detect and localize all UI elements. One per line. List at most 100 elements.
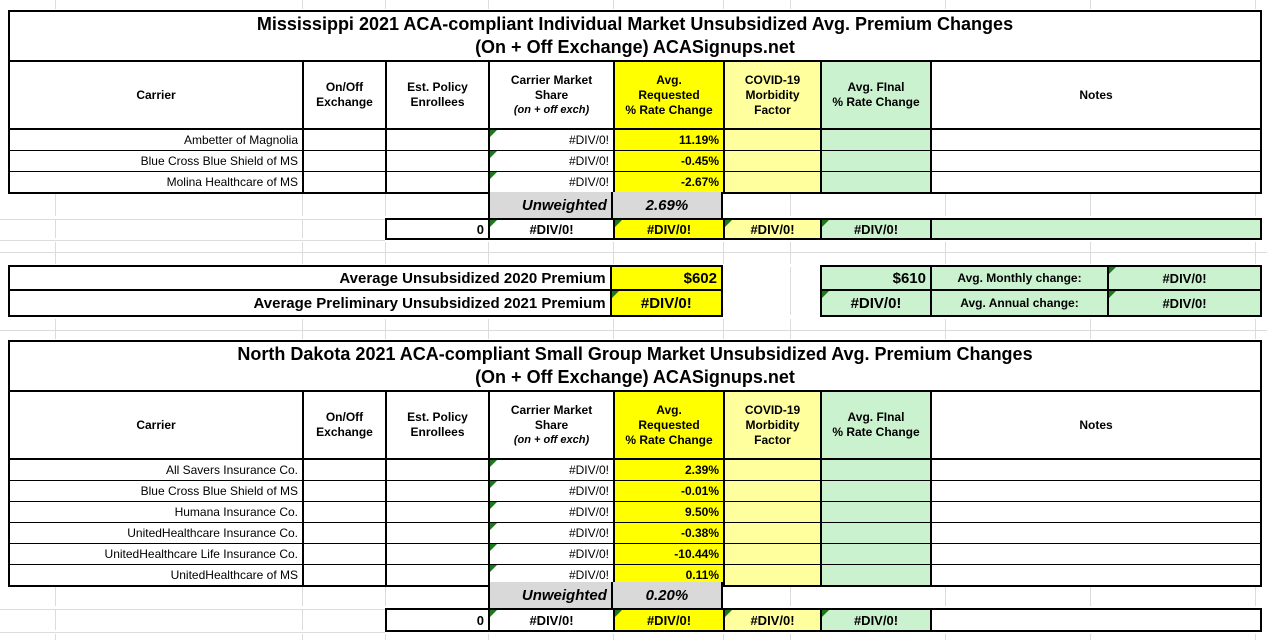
header-avg-final[interactable]: Avg. FInal % Rate Change bbox=[822, 62, 932, 128]
cell-avg-final[interactable] bbox=[822, 502, 932, 522]
cell-avg-final[interactable] bbox=[822, 481, 932, 501]
summary-final-value-cell[interactable]: $610 bbox=[822, 267, 932, 289]
cell-exchange[interactable] bbox=[304, 544, 387, 564]
cell-notes[interactable] bbox=[932, 151, 1260, 171]
cell-carrier[interactable]: UnitedHealthcare Insurance Co. bbox=[10, 523, 304, 543]
cell-avg-requested[interactable]: -0.45% bbox=[615, 151, 725, 171]
cell-avg-requested[interactable]: 11.19% bbox=[615, 130, 725, 150]
cell-enrollees[interactable] bbox=[387, 544, 490, 564]
total-market-share-cell[interactable]: #DIV/0! bbox=[490, 610, 615, 630]
cell-notes[interactable] bbox=[932, 544, 1260, 564]
cell-notes[interactable] bbox=[932, 460, 1260, 480]
cell-market-share[interactable]: #DIV/0! bbox=[490, 523, 615, 543]
cell-enrollees[interactable] bbox=[387, 523, 490, 543]
header-enrollees[interactable]: Est. Policy Enrollees bbox=[387, 392, 490, 458]
cell-enrollees[interactable] bbox=[387, 151, 490, 171]
cell-avg-requested[interactable]: 2.39% bbox=[615, 460, 725, 480]
cell-enrollees[interactable] bbox=[387, 481, 490, 501]
cell-avg-final[interactable] bbox=[822, 565, 932, 585]
cell-enrollees[interactable] bbox=[387, 502, 490, 522]
cell-exchange[interactable] bbox=[304, 565, 387, 585]
cell-covid-factor[interactable] bbox=[725, 151, 822, 171]
header-carrier[interactable]: Carrier bbox=[10, 392, 304, 458]
cell-avg-final[interactable] bbox=[822, 544, 932, 564]
cell-market-share[interactable]: #DIV/0! bbox=[490, 502, 615, 522]
cell-enrollees[interactable] bbox=[387, 172, 490, 192]
cell-notes[interactable] bbox=[932, 502, 1260, 522]
header-covid-factor[interactable]: COVID-19 Morbidity Factor bbox=[725, 392, 822, 458]
cell-avg-final[interactable] bbox=[822, 130, 932, 150]
summary-change-value-cell[interactable]: #DIV/0! bbox=[1109, 267, 1260, 289]
cell-exchange[interactable] bbox=[304, 502, 387, 522]
total-avg-final-cell[interactable]: #DIV/0! bbox=[822, 220, 932, 238]
cell-covid-factor[interactable] bbox=[725, 523, 822, 543]
total-covid-factor-cell[interactable]: #DIV/0! bbox=[725, 220, 822, 238]
cell-carrier[interactable]: Humana Insurance Co. bbox=[10, 502, 304, 522]
unweighted-label-cell[interactable]: Unweighted bbox=[490, 192, 613, 218]
cell-covid-factor[interactable] bbox=[725, 565, 822, 585]
total-market-share-cell[interactable]: #DIV/0! bbox=[490, 220, 615, 238]
cell-notes[interactable] bbox=[932, 130, 1260, 150]
header-enrollees[interactable]: Est. Policy Enrollees bbox=[387, 62, 490, 128]
cell-avg-final[interactable] bbox=[822, 151, 932, 171]
summary-change-label-cell[interactable]: Avg. Monthly change: bbox=[932, 267, 1109, 289]
cell-enrollees[interactable] bbox=[387, 565, 490, 585]
cell-avg-requested[interactable]: -0.38% bbox=[615, 523, 725, 543]
cell-avg-requested[interactable]: -2.67% bbox=[615, 172, 725, 192]
cell-market-share[interactable]: #DIV/0! bbox=[490, 565, 615, 585]
header-avg-requested[interactable]: Avg. Requested % Rate Change bbox=[615, 62, 725, 128]
cell-covid-factor[interactable] bbox=[725, 172, 822, 192]
summary-value-cell[interactable]: #DIV/0! bbox=[611, 291, 721, 315]
cell-carrier[interactable]: Blue Cross Blue Shield of MS bbox=[10, 481, 304, 501]
header-notes[interactable]: Notes bbox=[932, 392, 1260, 458]
cell-notes[interactable] bbox=[932, 523, 1260, 543]
summary-change-label-cell[interactable]: Avg. Annual change: bbox=[932, 291, 1109, 315]
unweighted-value-cell[interactable]: 0.20% bbox=[612, 582, 721, 608]
header-market-share[interactable]: Carrier Market Share (on + off exch) bbox=[490, 392, 615, 458]
total-enrollees-cell[interactable]: 0 bbox=[387, 220, 490, 238]
summary-change-value-cell[interactable]: #DIV/0! bbox=[1109, 291, 1260, 315]
header-exchange[interactable]: On/Off Exchange bbox=[304, 62, 387, 128]
total-avg-requested-cell[interactable]: #DIV/0! bbox=[615, 220, 725, 238]
cell-carrier[interactable]: UnitedHealthcare Life Insurance Co. bbox=[10, 544, 304, 564]
cell-notes[interactable] bbox=[932, 481, 1260, 501]
cell-notes[interactable] bbox=[932, 172, 1260, 192]
cell-enrollees[interactable] bbox=[387, 460, 490, 480]
cell-covid-factor[interactable] bbox=[725, 481, 822, 501]
total-avg-requested-cell[interactable]: #DIV/0! bbox=[615, 610, 725, 630]
summary-label-cell[interactable]: Average Preliminary Unsubsidized 2021 Pr… bbox=[10, 291, 612, 315]
unweighted-label-cell[interactable]: Unweighted bbox=[490, 582, 613, 608]
cell-market-share[interactable]: #DIV/0! bbox=[490, 172, 615, 192]
cell-notes[interactable] bbox=[932, 565, 1260, 585]
header-market-share[interactable]: Carrier Market Share (on + off exch) bbox=[490, 62, 615, 128]
table-title[interactable]: Mississippi 2021 ACA-compliant Individua… bbox=[10, 12, 1260, 62]
cell-exchange[interactable] bbox=[304, 460, 387, 480]
cell-covid-factor[interactable] bbox=[725, 502, 822, 522]
header-covid-factor[interactable]: COVID-19 Morbidity Factor bbox=[725, 62, 822, 128]
cell-carrier[interactable]: All Savers Insurance Co. bbox=[10, 460, 304, 480]
total-avg-final-cell[interactable]: #DIV/0! bbox=[822, 610, 932, 630]
cell-covid-factor[interactable] bbox=[725, 460, 822, 480]
cell-exchange[interactable] bbox=[304, 172, 387, 192]
total-notes-cell[interactable] bbox=[932, 610, 1260, 630]
cell-carrier[interactable]: Blue Cross Blue Shield of MS bbox=[10, 151, 304, 171]
header-avg-requested[interactable]: Avg. Requested % Rate Change bbox=[615, 392, 725, 458]
total-enrollees-cell[interactable]: 0 bbox=[387, 610, 490, 630]
summary-value-cell[interactable]: $602 bbox=[611, 267, 721, 289]
cell-enrollees[interactable] bbox=[387, 130, 490, 150]
cell-avg-requested[interactable]: -0.01% bbox=[615, 481, 725, 501]
cell-avg-final[interactable] bbox=[822, 523, 932, 543]
total-covid-factor-cell[interactable]: #DIV/0! bbox=[725, 610, 822, 630]
cell-avg-requested[interactable]: -10.44% bbox=[615, 544, 725, 564]
header-notes[interactable]: Notes bbox=[932, 62, 1260, 128]
cell-exchange[interactable] bbox=[304, 481, 387, 501]
cell-avg-requested[interactable]: 9.50% bbox=[615, 502, 725, 522]
table-title[interactable]: North Dakota 2021 ACA-compliant Small Gr… bbox=[10, 342, 1260, 392]
cell-market-share[interactable]: #DIV/0! bbox=[490, 544, 615, 564]
cell-avg-requested[interactable]: 0.11% bbox=[615, 565, 725, 585]
cell-market-share[interactable]: #DIV/0! bbox=[490, 460, 615, 480]
summary-label-cell[interactable]: Average Unsubsidized 2020 Premium bbox=[10, 267, 612, 289]
cell-exchange[interactable] bbox=[304, 523, 387, 543]
header-carrier[interactable]: Carrier bbox=[10, 62, 304, 128]
header-avg-final[interactable]: Avg. FInal % Rate Change bbox=[822, 392, 932, 458]
